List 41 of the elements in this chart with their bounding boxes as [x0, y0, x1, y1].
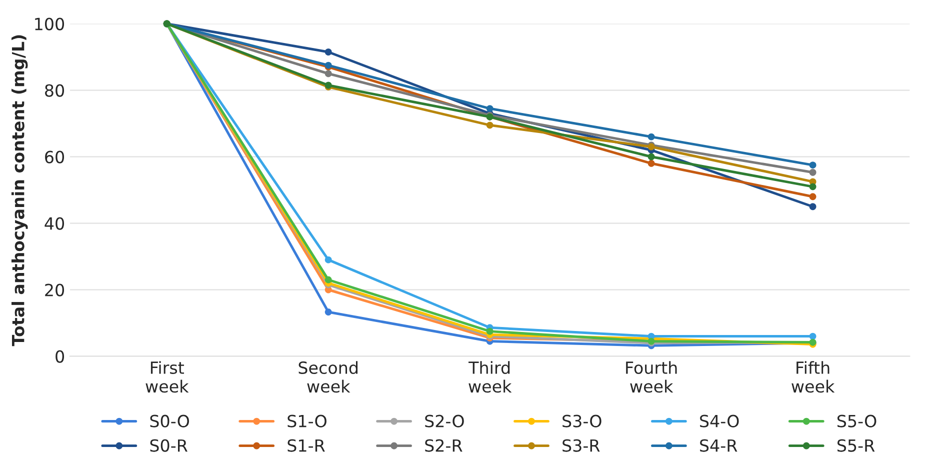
y-tick-label: 40	[44, 217, 64, 230]
x-tick-label: Fourth week	[626, 361, 677, 393]
point	[324, 48, 332, 56]
point	[486, 122, 494, 129]
point	[324, 308, 332, 316]
point	[324, 256, 332, 264]
point	[648, 160, 655, 167]
y-axis-title: Total anthocyanin content (mg/L)	[11, 35, 28, 346]
y-tick-label: 0	[56, 350, 64, 363]
point	[648, 133, 655, 140]
y-tick-label: 100	[35, 18, 64, 30]
y-tick-label: 60	[45, 150, 64, 164]
point	[809, 183, 816, 190]
point	[324, 276, 332, 284]
point	[809, 193, 816, 200]
point	[809, 332, 816, 340]
legend-label: S3-R	[562, 439, 600, 452]
point	[809, 168, 816, 176]
legend-label: S5-O	[837, 414, 876, 428]
y-tick-label: 20	[45, 284, 64, 296]
point	[324, 70, 332, 78]
legend-label: S1-O	[288, 414, 326, 428]
point	[486, 105, 494, 112]
legend-label: S0-O	[150, 414, 189, 428]
legend-label: S2-O	[425, 414, 464, 428]
x-tick-label: Second week	[298, 361, 358, 393]
y-tick-label: 80	[45, 84, 64, 97]
point	[809, 203, 816, 210]
x-tick-label: Third week	[468, 361, 512, 393]
x-tick-label: Fifth week	[792, 361, 835, 393]
legend-label: S4-R	[700, 439, 738, 452]
x-tick-label: First week	[146, 361, 189, 393]
legend-label: S4-O	[700, 414, 739, 428]
legend-label: S2-R	[425, 439, 462, 452]
point	[809, 162, 816, 169]
legend-label: S0-R	[150, 439, 188, 452]
point	[486, 328, 494, 335]
legend-label: S1-R	[288, 439, 325, 452]
legend-label: S5-R	[837, 439, 875, 452]
legend-label: S3-O	[562, 414, 602, 428]
point	[648, 153, 655, 160]
